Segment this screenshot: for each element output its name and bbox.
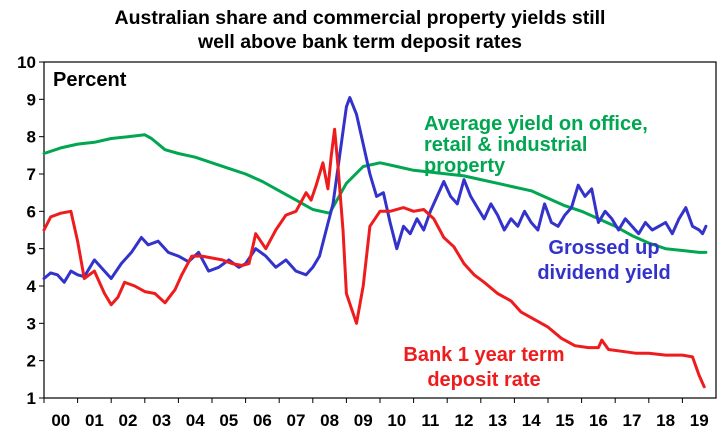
- chart-title-line-2: well above bank term deposit rates: [197, 31, 523, 53]
- dividend-yield-label: Grossed up dividend yield: [537, 237, 670, 284]
- y-axis: 1 2 3 4 5 6 7 8 9 10: [17, 53, 44, 408]
- x-tick-label: 05: [219, 411, 238, 430]
- x-tick-label: 19: [690, 411, 709, 430]
- dividend-yield-label-line: Grossed up: [548, 237, 659, 259]
- term-deposit-label-line: Bank 1 year term: [403, 344, 564, 366]
- x-tick-label: 00: [51, 411, 70, 430]
- y-tick-label: 9: [27, 90, 36, 109]
- property-yield-label-line: property: [424, 155, 506, 177]
- x-tick-label: 12: [455, 411, 474, 430]
- chart-title: Australian share and commercial property…: [0, 6, 720, 54]
- x-tick-label: 14: [522, 411, 541, 430]
- y-tick-label: 7: [27, 165, 36, 184]
- y-tick-label: 5: [27, 240, 36, 259]
- x-tick-label: 06: [253, 411, 272, 430]
- unit-label: Percent: [53, 69, 127, 91]
- x-axis: 00 01 02 03 04 05 06 07 08 09 10 11 12 13 14 15 16 17 18 19: [43, 398, 709, 430]
- x-tick-label: 03: [152, 411, 171, 430]
- series-layer: [42, 96, 708, 389]
- property-yield-label-line: retail & industrial: [424, 134, 587, 156]
- y-tick-label: 3: [27, 314, 36, 333]
- x-tick-label: 16: [589, 411, 608, 430]
- x-tick-label: 02: [119, 411, 138, 430]
- series-labels: Average yield on office,retail & industr…: [403, 113, 670, 391]
- y-tick-label: 1: [27, 389, 36, 408]
- x-tick-label: 08: [320, 411, 339, 430]
- y-tick-label: 10: [17, 53, 36, 72]
- x-tick-label: 04: [186, 411, 205, 430]
- term-deposit-label-line: deposit rate: [427, 369, 540, 391]
- x-tick-label: 11: [421, 411, 439, 430]
- property-yield-label: Average yield on office,retail & industr…: [424, 113, 648, 177]
- x-tick-label: 10: [387, 411, 406, 430]
- property-yield-label-line: Average yield on office,: [424, 113, 648, 135]
- y-tick-label: 2: [27, 352, 36, 371]
- x-tick-label: 01: [85, 411, 104, 430]
- y-tick-label: 4: [27, 277, 37, 296]
- y-tick-label: 6: [27, 202, 36, 221]
- dividend-yield-line: [42, 96, 708, 284]
- x-tick-label: 07: [287, 411, 306, 430]
- x-tick-label: 18: [656, 411, 675, 430]
- y-tick-label: 8: [27, 128, 36, 147]
- x-tick-label: 17: [623, 411, 642, 430]
- term-deposit-line: [42, 127, 706, 389]
- term-deposit-label: Bank 1 year term deposit rate: [403, 344, 564, 391]
- x-tick-label: 15: [555, 411, 574, 430]
- x-tick-label: 09: [354, 411, 373, 430]
- chart-title-line-1: Australian share and commercial property…: [114, 7, 606, 29]
- x-tick-label: 13: [488, 411, 507, 430]
- dividend-yield-label-line: dividend yield: [537, 262, 670, 284]
